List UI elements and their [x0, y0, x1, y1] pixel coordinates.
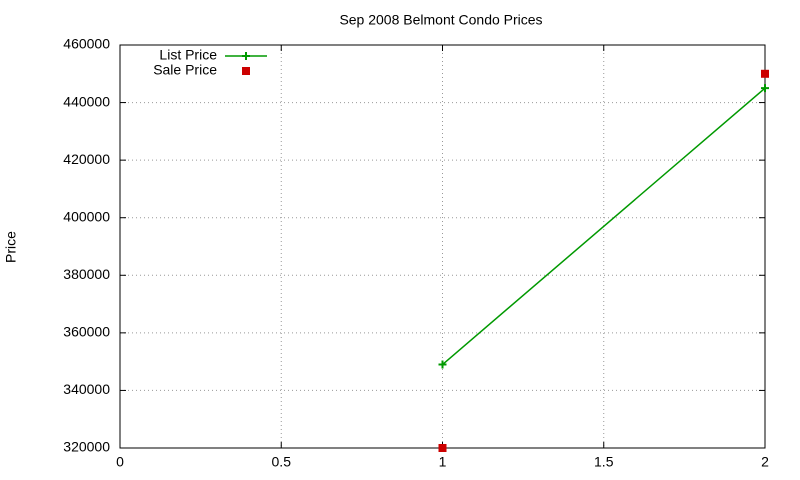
data-point	[438, 444, 447, 452]
y-tick-label: 440000	[63, 93, 110, 109]
series-line	[442, 87, 766, 366]
y-tick-label: 400000	[63, 208, 110, 224]
x-tick-label: 1	[439, 454, 447, 470]
legend-marker	[242, 67, 250, 75]
legend-label: List Price	[159, 47, 217, 63]
y-tick-label: 460000	[63, 36, 110, 52]
x-tick-label: 0.5	[272, 454, 292, 470]
y-axis-label: Price	[3, 231, 19, 263]
y-tick-label: 360000	[63, 324, 110, 340]
y-tick-label: 340000	[63, 381, 110, 397]
legend-marker	[242, 52, 250, 60]
y-tick-label: 320000	[63, 439, 110, 455]
data-point	[761, 84, 769, 93]
x-tick-label: 1.5	[594, 454, 614, 470]
data-point	[438, 360, 447, 369]
data-point	[761, 69, 769, 78]
legend-label: Sale Price	[153, 62, 217, 78]
x-tick-label: 2	[761, 454, 769, 470]
x-tick-label: 0	[116, 454, 124, 470]
y-tick-label: 380000	[63, 266, 110, 282]
chart-title: Sep 2008 Belmont Condo Prices	[339, 12, 542, 28]
y-tick-label: 420000	[63, 151, 110, 167]
